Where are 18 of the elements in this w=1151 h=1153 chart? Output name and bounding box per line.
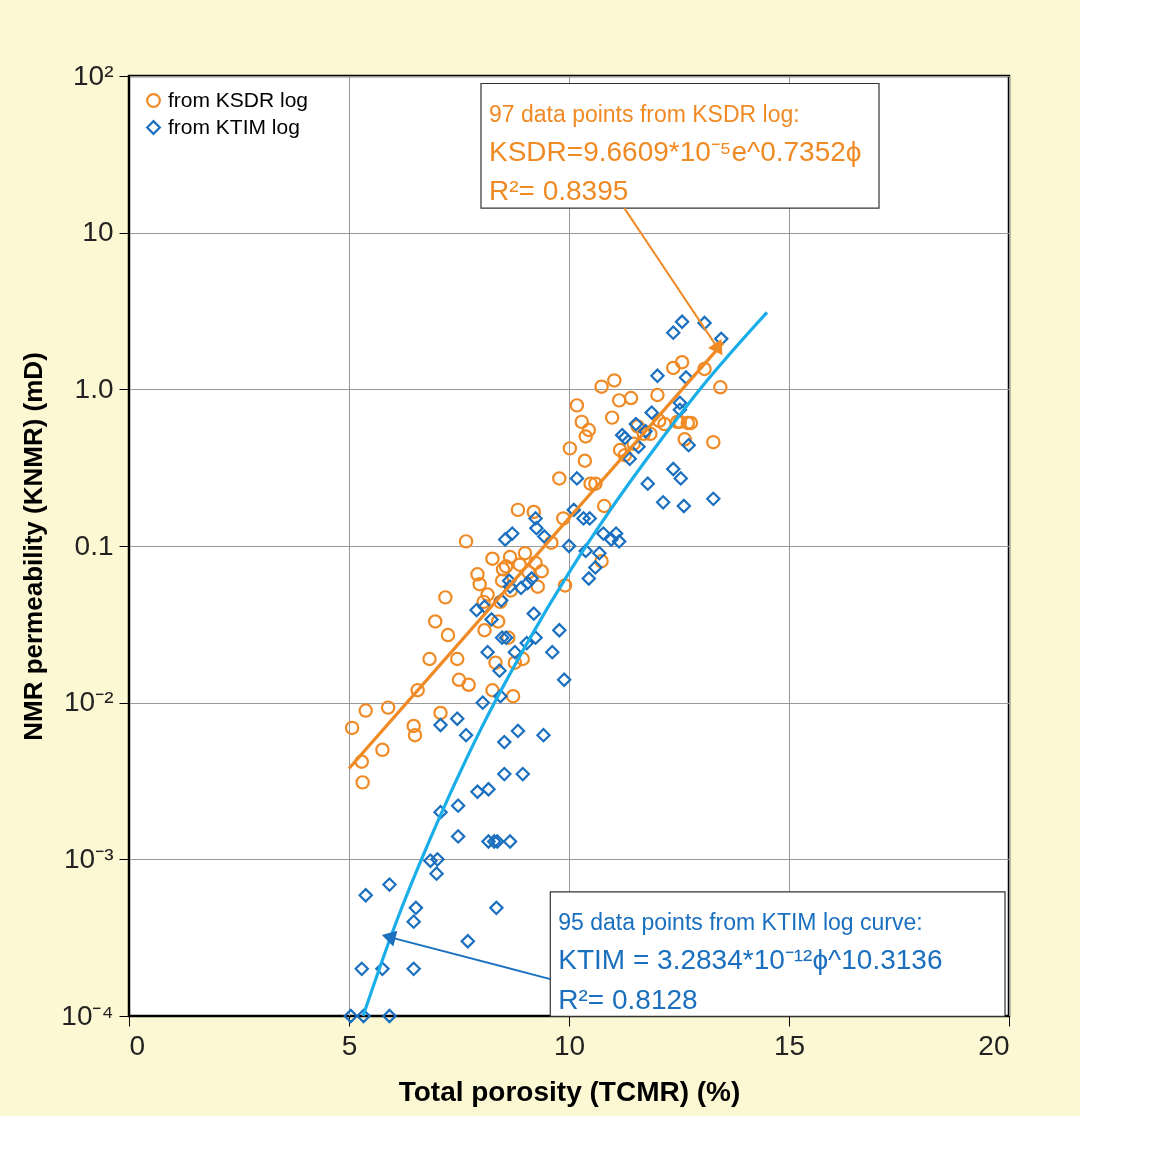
legend-label: from KSDR log [168, 87, 309, 111]
y-tick-label: 10⁻² [64, 686, 114, 718]
y-tick-label: 10⁻³ [64, 842, 114, 874]
annotation: 97 data points from KSDR log: KSDR=9.6609*10⁻⁵e^0.7352ϕ R²= 0.8395 [489, 100, 862, 207]
y-tick-label: 10⁻⁴ [61, 999, 114, 1031]
x-tick-label: 15 [773, 1029, 806, 1061]
y-tick-label: 1.0 [74, 372, 114, 404]
legend-label: from KTIM log [168, 114, 300, 138]
y-tick-label: 0.1 [74, 529, 114, 561]
x-tick-label: 5 [341, 1029, 358, 1061]
y-tick-label: 10 [82, 216, 114, 248]
x-axis-title: Total porosity (TCMR) (%) [398, 1075, 741, 1107]
annotation: 95 data points from KTIM log curve: KTIM = 3.2834*10⁻¹²ϕ^10.3136 R²= 0.8128 [558, 909, 943, 1015]
x-tick-label: 0 [129, 1029, 146, 1061]
y-axis-title: NMR permeability (KNMR) (mD) [18, 352, 49, 741]
y-tick-label: 10² [73, 59, 114, 91]
x-tick-label: 20 [978, 1029, 1010, 1061]
x-tick-label: 10 [553, 1029, 586, 1061]
